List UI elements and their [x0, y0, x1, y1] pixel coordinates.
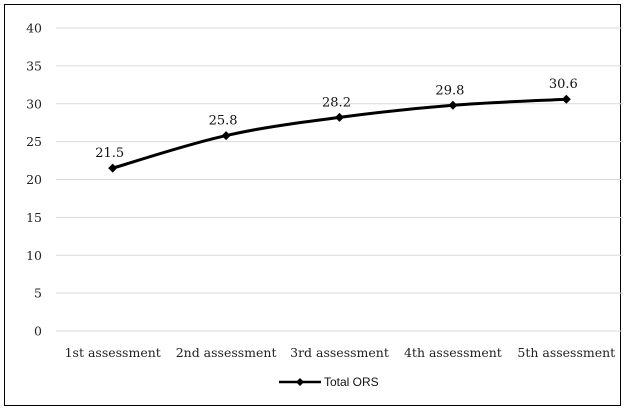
data-label: 30.6 — [549, 77, 578, 92]
data-point-marker — [221, 131, 231, 141]
x-axis-category-labels: 1st assessment 2nd assessment 3rd assessme… — [65, 345, 616, 360]
y-tick-label: 5 — [34, 286, 42, 301]
legend-series-name: Total ORS — [324, 375, 379, 389]
y-tick-label: 25 — [26, 134, 42, 149]
data-label: 25.8 — [209, 114, 238, 129]
x-tick-label: 2nd assessment — [176, 345, 277, 360]
y-axis-tick-labels: 0 5 10 15 20 25 30 35 40 — [26, 21, 42, 339]
y-tick-label: 35 — [26, 58, 42, 73]
y-tick-label: 15 — [26, 210, 42, 225]
y-tick-label: 10 — [26, 248, 42, 263]
chart-frame — [4, 4, 621, 406]
data-point-marker — [108, 163, 118, 173]
x-tick-label: 5th assessment — [517, 345, 615, 360]
x-tick-label: 4th assessment — [404, 345, 502, 360]
series-total-ors — [108, 94, 571, 173]
legend-diamond-marker — [296, 378, 304, 386]
gridlines — [56, 27, 623, 332]
data-point-marker — [561, 94, 571, 104]
y-tick-label: 30 — [26, 96, 42, 111]
y-tick-label: 0 — [34, 324, 42, 339]
y-tick-label: 20 — [26, 172, 42, 187]
x-tick-label: 1st assessment — [65, 345, 161, 360]
data-point-marker — [448, 100, 458, 110]
data-label: 21.5 — [95, 146, 124, 161]
data-label: 29.8 — [435, 83, 464, 98]
x-tick-label: 3rd assessment — [290, 345, 389, 360]
data-labels: 21.5 25.8 28.2 29.8 30.6 — [95, 77, 578, 161]
legend: Total ORS — [279, 375, 379, 389]
y-tick-label: 40 — [26, 21, 42, 36]
data-label: 28.2 — [322, 95, 351, 110]
data-point-marker — [335, 112, 344, 122]
